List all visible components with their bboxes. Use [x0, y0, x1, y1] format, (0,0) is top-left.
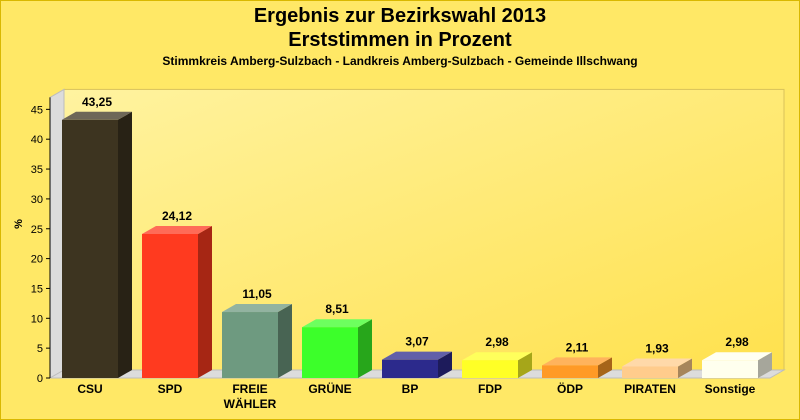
x-tick-label: SPD	[158, 382, 183, 396]
x-tick-label-line: PIRATEN	[624, 382, 676, 396]
y-tick-label: 25	[31, 224, 43, 236]
bar-front	[382, 359, 438, 378]
bar-top	[302, 319, 372, 328]
bar-piraten	[622, 358, 692, 378]
bar-ödp	[542, 357, 612, 378]
y-tick-label: 30	[31, 194, 43, 206]
y-tick-label: 5	[37, 343, 43, 355]
x-tick-label: ÖDP	[557, 381, 583, 396]
data-label: 2,98	[725, 335, 749, 349]
bar-csu	[62, 111, 132, 379]
y-tick-label: 10	[31, 313, 43, 325]
x-tick-label-line: BP	[402, 382, 419, 396]
bar-top	[62, 111, 132, 120]
chart-title-line2: Erststimmen in Prozent	[288, 29, 512, 51]
bar-front	[462, 360, 518, 378]
x-tick-label: FREIE WÄHLER	[224, 382, 277, 411]
x-tick-label: GRÜNE	[308, 381, 351, 396]
bar-front	[302, 327, 358, 378]
bars: 43,25 24,12 11,05 8,51 3,07 2,98 2,11 1,93 2,98	[62, 95, 772, 379]
x-tick-label-line: WÄHLER	[224, 396, 277, 411]
x-tick-label-line: ÖDP	[557, 381, 583, 396]
bar-front	[222, 312, 278, 378]
bar-side	[198, 226, 212, 378]
x-tick-label: CSU	[77, 382, 102, 396]
y-tick-label: 40	[31, 134, 43, 146]
chart-subtitle: Stimmkreis Amberg-Sulzbach - Landkreis A…	[162, 54, 638, 68]
y-tick-label: 0	[37, 373, 43, 385]
bar-sonstige	[702, 352, 772, 378]
bar-front	[62, 119, 118, 379]
bar-side	[598, 357, 612, 378]
y-tick-label: 15	[31, 283, 43, 295]
bar-top	[622, 358, 692, 367]
x-tick-label: Sonstige	[705, 382, 756, 396]
bar-side	[518, 352, 532, 378]
x-tick-label: PIRATEN	[624, 382, 676, 396]
plot-left-wall	[49, 88, 65, 379]
bar-bp	[382, 351, 452, 378]
y-tick-label: 45	[31, 104, 43, 116]
data-label: 2,98	[485, 335, 509, 349]
bar-top	[702, 352, 772, 361]
data-label: 3,07	[405, 335, 429, 349]
x-tick-label-line: GRÜNE	[308, 381, 351, 396]
bar-top	[542, 357, 612, 366]
data-label: 8,51	[325, 302, 349, 316]
bar-front	[702, 360, 758, 378]
x-tick-label-line: FREIE	[232, 382, 267, 396]
bar-side	[278, 304, 292, 378]
x-tick-label-line: SPD	[158, 382, 183, 396]
bar-front	[542, 365, 598, 378]
bar-side	[438, 351, 452, 378]
y-tick-label: 20	[31, 254, 43, 266]
data-label: 24,12	[162, 209, 192, 223]
chart-title: Ergebnis zur Bezirkswahl 2013 Erststimme…	[0, 4, 800, 52]
bar-side	[678, 358, 692, 378]
y-axis: 0 5 10 15 20 25 30 35 40 45	[31, 97, 51, 385]
x-axis-labels: CSU SPD FREIE WÄHLER GRÜNE BP FDP ÖDP PIRATEN Son…	[77, 381, 755, 411]
x-tick-label-line: Sonstige	[705, 382, 756, 396]
bar-front	[622, 366, 678, 378]
bar-top	[222, 304, 292, 313]
x-tick-label: FDP	[478, 382, 502, 396]
y-tick-label: 35	[31, 164, 43, 176]
chart-title-line1: Ergebnis zur Bezirkswahl 2013	[253, 5, 547, 27]
x-tick-label-line: CSU	[77, 382, 102, 396]
bar-side	[118, 111, 132, 379]
bar-front	[142, 234, 198, 378]
bar-side	[758, 352, 772, 378]
x-tick-label-line: FDP	[478, 382, 502, 396]
bar-top	[382, 351, 452, 360]
bar-top	[462, 352, 532, 361]
bar-spd	[142, 226, 212, 378]
bar-fdp	[462, 352, 532, 378]
bar-top	[142, 226, 212, 235]
bar-grüne	[302, 319, 372, 378]
data-label: 43,25	[82, 95, 112, 109]
y-axis-label: %	[13, 219, 25, 229]
bar-freie-wähler	[222, 304, 292, 378]
data-label: 2,11	[566, 340, 589, 354]
bar-side	[358, 319, 372, 378]
x-tick-label: BP	[402, 382, 419, 396]
data-label: 1,93	[645, 341, 669, 355]
data-label: 11,05	[242, 287, 272, 301]
